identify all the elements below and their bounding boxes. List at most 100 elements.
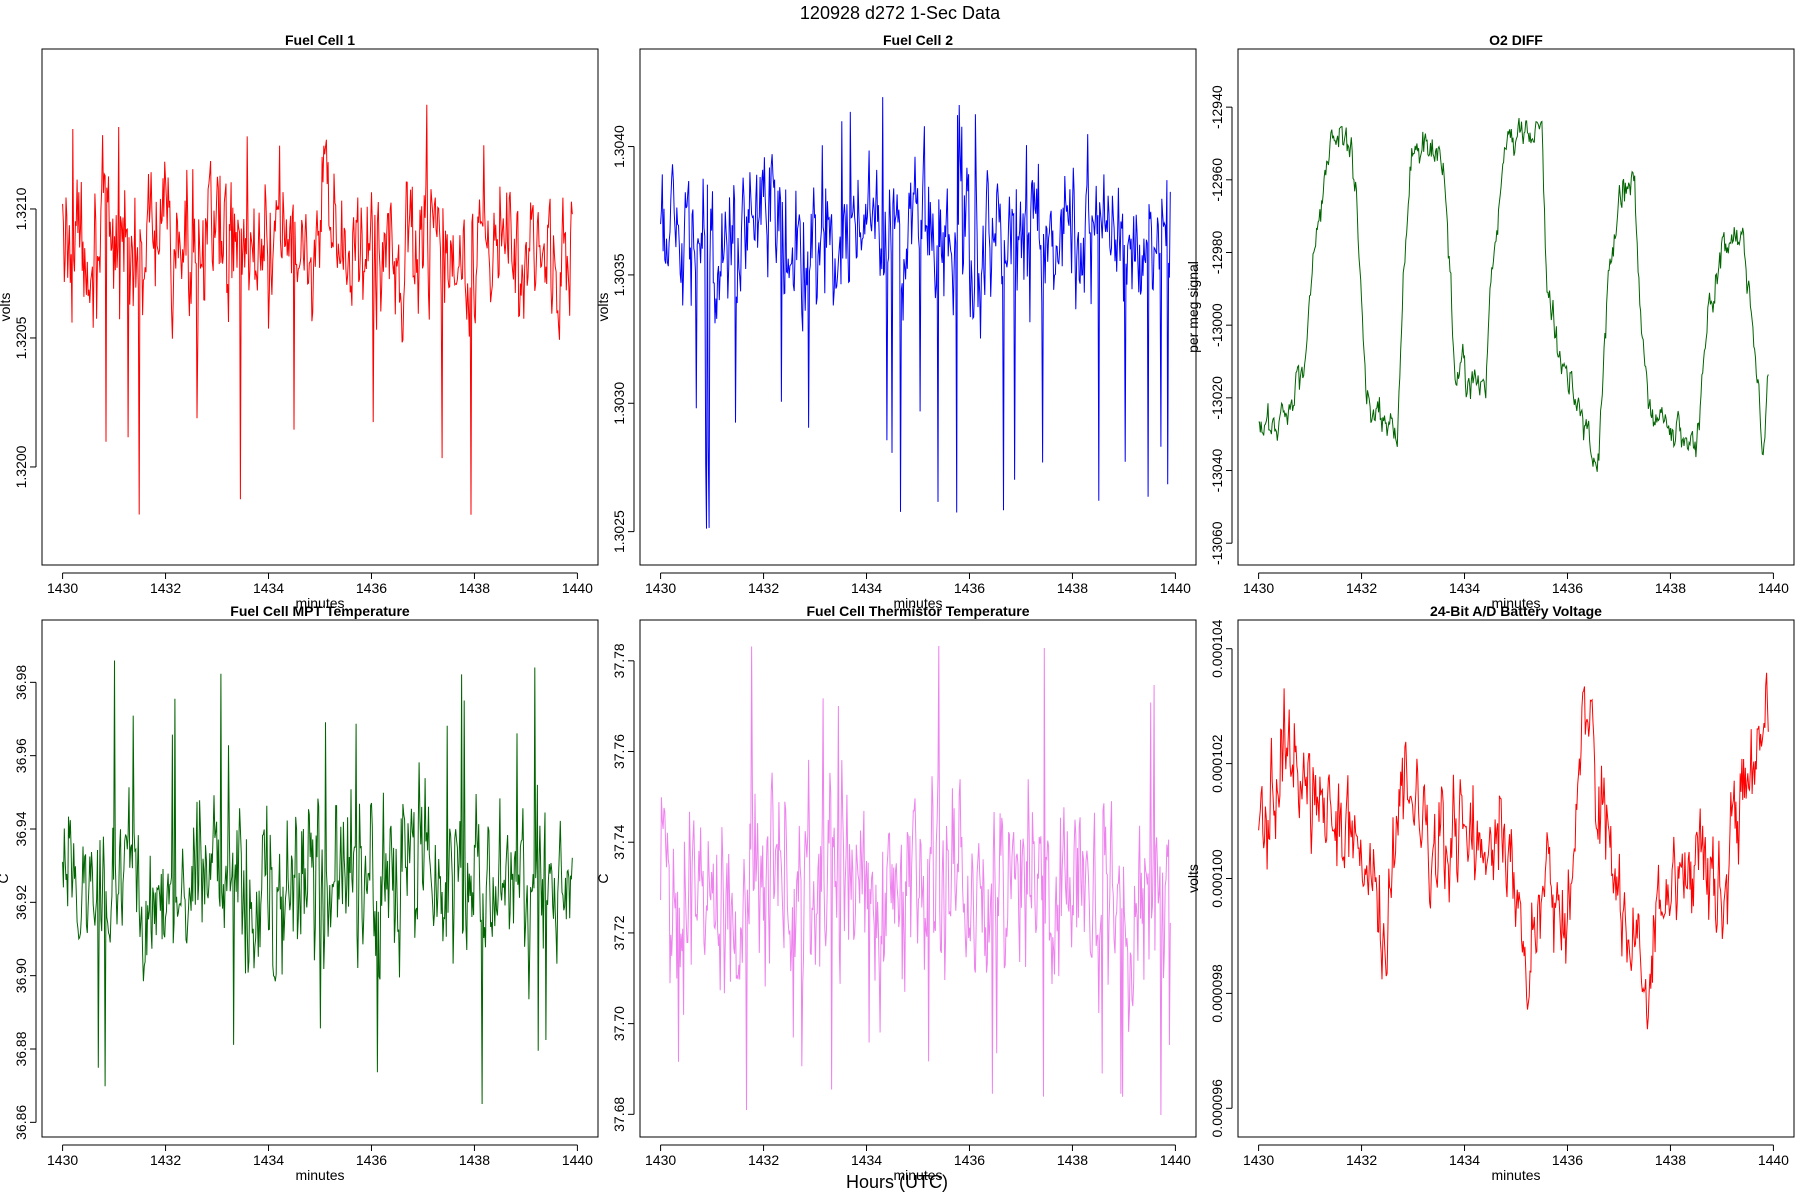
chart-panel: Fuel Cell 2 1430 1432 1434 1436 1438 1440 minut… <box>595 32 1197 611</box>
x-tick-label: 1434 <box>851 580 882 596</box>
y-tick-label: 36.98 <box>13 665 29 700</box>
x-tick-label: 1430 <box>47 1152 78 1168</box>
y-tick-label: 0.000098 <box>1209 964 1225 1023</box>
data-series-line <box>1258 672 1769 1030</box>
y-tick-label: 0.000096 <box>1209 1079 1225 1138</box>
x-tick-label: 1436 <box>356 1152 387 1168</box>
y-tick-label: -13060 <box>1209 521 1225 565</box>
x-axis-label: minutes <box>1491 595 1540 611</box>
chart-panel: O2 DIFF 1430 1432 1434 1436 1438 1440 minutes -1… <box>1185 32 1795 611</box>
x-tick-label: 1432 <box>1346 1152 1377 1168</box>
x-tick-label: 1430 <box>1243 1152 1274 1168</box>
panel-title: 24-Bit A/D Battery Voltage <box>1430 603 1602 619</box>
x-tick-label: 1432 <box>748 1152 779 1168</box>
y-tick-label: 37.76 <box>611 734 627 769</box>
y-axis-label: volts <box>595 293 611 322</box>
x-tick-label: 1440 <box>562 580 593 596</box>
x-axis-label: minutes <box>893 595 942 611</box>
y-tick-label: 37.78 <box>611 643 627 678</box>
x-tick-label: 1430 <box>645 580 676 596</box>
y-tick-label: 36.88 <box>13 1031 29 1066</box>
y-tick-label: 1.3040 <box>611 125 627 168</box>
panel-title: Fuel Cell Thermistor Temperature <box>806 603 1029 619</box>
x-tick-label: 1436 <box>356 580 387 596</box>
data-series-line <box>660 645 1171 1116</box>
x-tick-label: 1434 <box>253 1152 284 1168</box>
x-tick-label: 1434 <box>1449 1152 1480 1168</box>
y-tick-label: -13040 <box>1209 449 1225 493</box>
x-axis-label: minutes <box>295 1167 344 1183</box>
x-tick-label: 1438 <box>1655 1152 1686 1168</box>
chart-panel: Fuel Cell MPT Temperature 1430 1432 1434 143… <box>0 603 599 1183</box>
y-tick-label: 0.000102 <box>1209 734 1225 793</box>
x-tick-label: 1430 <box>645 1152 676 1168</box>
y-tick-label: 1.3025 <box>611 510 627 553</box>
chart-panel: 24-Bit A/D Battery Voltage 1430 1432 1434 14… <box>1185 603 1795 1183</box>
x-tick-label: 1436 <box>954 1152 985 1168</box>
x-tick-label: 1430 <box>47 580 78 596</box>
x-axis-label: minutes <box>1491 1167 1540 1183</box>
x-tick-label: 1436 <box>1552 1152 1583 1168</box>
chart-panels: Fuel Cell 1 1430 1432 1434 1436 1438 1440 minut… <box>0 32 1795 1183</box>
panel-title: Fuel Cell MPT Temperature <box>230 603 410 619</box>
x-tick-label: 1432 <box>150 580 181 596</box>
y-tick-label: 36.94 <box>13 811 29 846</box>
figure-bottom-label: Hours (UTC) <box>846 1172 948 1192</box>
x-tick-label: 1438 <box>459 580 490 596</box>
x-tick-label: 1438 <box>1655 580 1686 596</box>
x-tick-label: 1434 <box>1449 580 1480 596</box>
x-tick-label: 1438 <box>459 1152 490 1168</box>
y-tick-label: 37.74 <box>611 824 627 859</box>
x-axis-label: minutes <box>295 595 344 611</box>
chart-panel: Fuel Cell Thermistor Temperature 1430 1432… <box>595 603 1197 1183</box>
x-tick-label: 1438 <box>1057 580 1088 596</box>
y-tick-label: -13000 <box>1209 303 1225 347</box>
x-tick-label: 1436 <box>1552 580 1583 596</box>
x-tick-label: 1440 <box>1758 1152 1789 1168</box>
x-tick-label: 1432 <box>1346 580 1377 596</box>
x-tick-label: 1434 <box>253 580 284 596</box>
y-tick-label: 37.70 <box>611 1006 627 1041</box>
x-tick-label: 1440 <box>1160 1152 1191 1168</box>
panel-title: Fuel Cell 2 <box>883 32 953 48</box>
plot-frame <box>1237 48 1795 566</box>
data-series-line <box>62 104 573 515</box>
y-axis-label: volts <box>0 293 13 322</box>
y-tick-label: 37.72 <box>611 915 627 950</box>
panel-title: O2 DIFF <box>1489 32 1543 48</box>
plot-frame <box>41 48 599 566</box>
y-tick-label: 36.96 <box>13 738 29 773</box>
x-tick-label: 1432 <box>150 1152 181 1168</box>
x-tick-label: 1438 <box>1057 1152 1088 1168</box>
x-tick-label: 1434 <box>851 1152 882 1168</box>
y-tick-label: 37.68 <box>611 1097 627 1132</box>
y-tick-label: 1.3035 <box>611 253 627 296</box>
y-tick-label: 1.3210 <box>13 187 29 230</box>
y-tick-label: 0.000100 <box>1209 849 1225 908</box>
y-axis-label: C <box>0 873 11 883</box>
x-tick-label: 1440 <box>1758 580 1789 596</box>
x-tick-label: 1436 <box>954 580 985 596</box>
y-tick-label: -13020 <box>1209 376 1225 420</box>
data-series-line <box>660 97 1171 529</box>
x-tick-label: 1430 <box>1243 580 1274 596</box>
data-series-line <box>1258 117 1769 472</box>
x-tick-label: 1440 <box>1160 580 1191 596</box>
y-tick-label: -12960 <box>1209 158 1225 202</box>
panel-title: Fuel Cell 1 <box>285 32 355 48</box>
y-tick-label: 1.3030 <box>611 382 627 425</box>
y-tick-label: -12940 <box>1209 85 1225 129</box>
plot-frame <box>41 619 599 1138</box>
y-tick-label: 36.86 <box>13 1105 29 1140</box>
x-axis-label: minutes <box>893 1167 942 1183</box>
y-axis-label: volts <box>1185 864 1201 893</box>
y-tick-label: 36.92 <box>13 885 29 920</box>
data-series-line <box>62 660 573 1105</box>
y-axis-label: C <box>595 873 611 883</box>
plot-frame <box>639 48 1197 566</box>
y-tick-label: 36.90 <box>13 958 29 993</box>
figure-title: 120928 d272 1-Sec Data <box>800 3 1001 23</box>
y-tick-label: 1.3205 <box>13 316 29 359</box>
plot-frame <box>1237 619 1795 1138</box>
